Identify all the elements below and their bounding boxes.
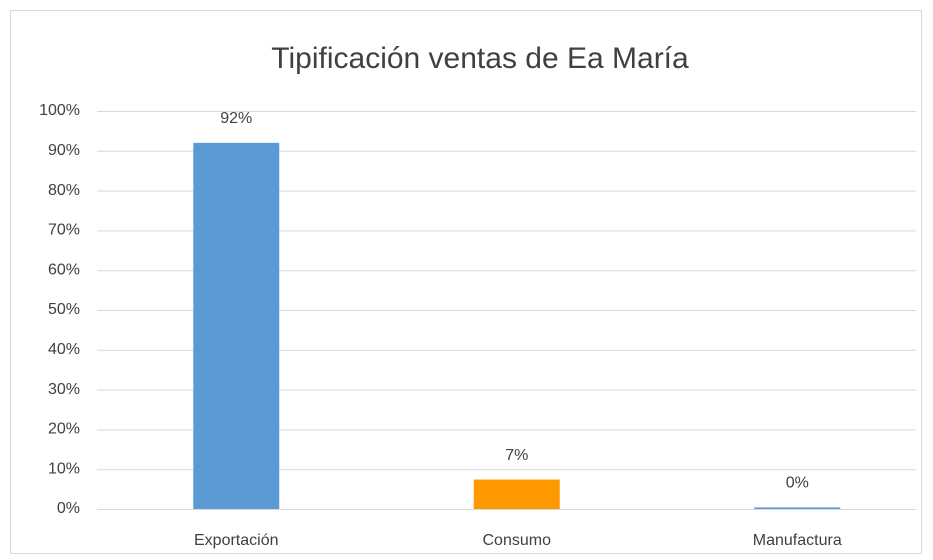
data-label: 0%	[786, 475, 809, 492]
data-label: 7%	[505, 447, 528, 464]
bar	[473, 479, 560, 509]
chart-border	[10, 10, 922, 554]
x-tick-label: Exportación	[194, 532, 279, 549]
bar	[193, 142, 280, 509]
data-label: 92%	[220, 110, 252, 127]
y-tick-label: 70%	[48, 222, 80, 239]
y-tick-label: 100%	[39, 102, 80, 119]
x-tick-label: Manufactura	[753, 532, 842, 549]
y-tick-label: 40%	[48, 341, 80, 358]
y-tick-label: 60%	[48, 261, 80, 278]
chart-title: Tipificación ventas de Ea María	[271, 42, 689, 75]
y-tick-label: 90%	[48, 142, 80, 159]
y-tick-label: 0%	[57, 500, 80, 517]
y-tick-label: 10%	[48, 460, 80, 477]
y-tick-label: 30%	[48, 381, 80, 398]
x-tick-label: Consumo	[483, 532, 552, 549]
bar	[754, 507, 841, 509]
y-tick-label: 80%	[48, 182, 80, 199]
y-tick-label: 50%	[48, 301, 80, 318]
y-tick-label: 20%	[48, 421, 80, 438]
